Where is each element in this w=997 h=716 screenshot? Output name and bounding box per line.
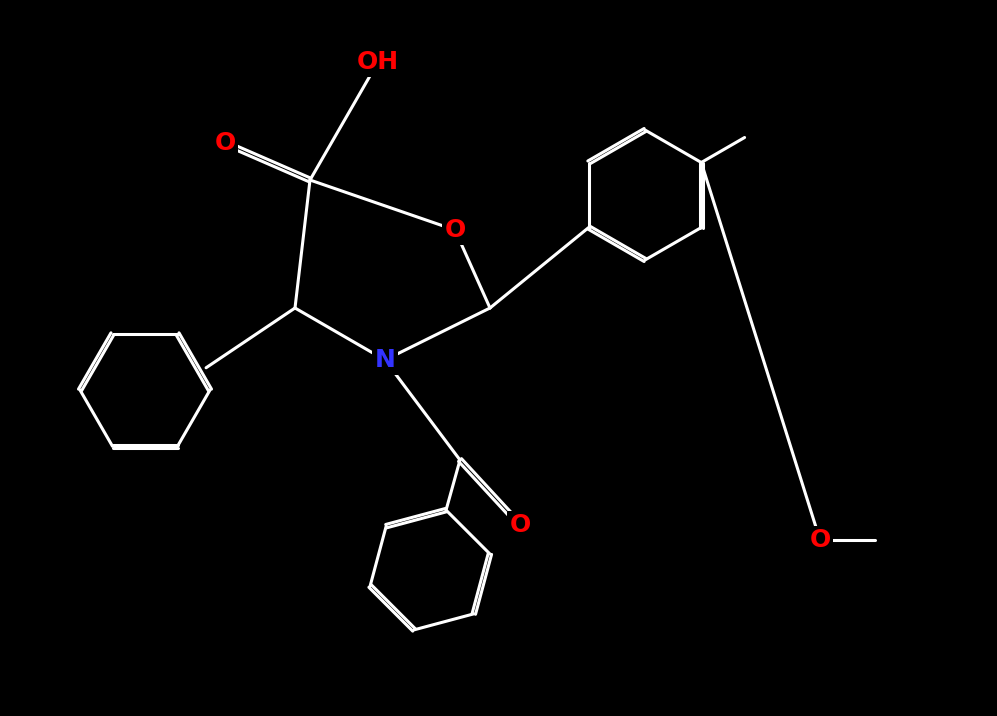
Text: O: O [509,513,530,537]
Text: O: O [445,218,466,242]
Text: O: O [214,131,235,155]
Text: N: N [375,348,396,372]
Text: O: O [810,528,831,552]
Text: OH: OH [357,50,399,74]
